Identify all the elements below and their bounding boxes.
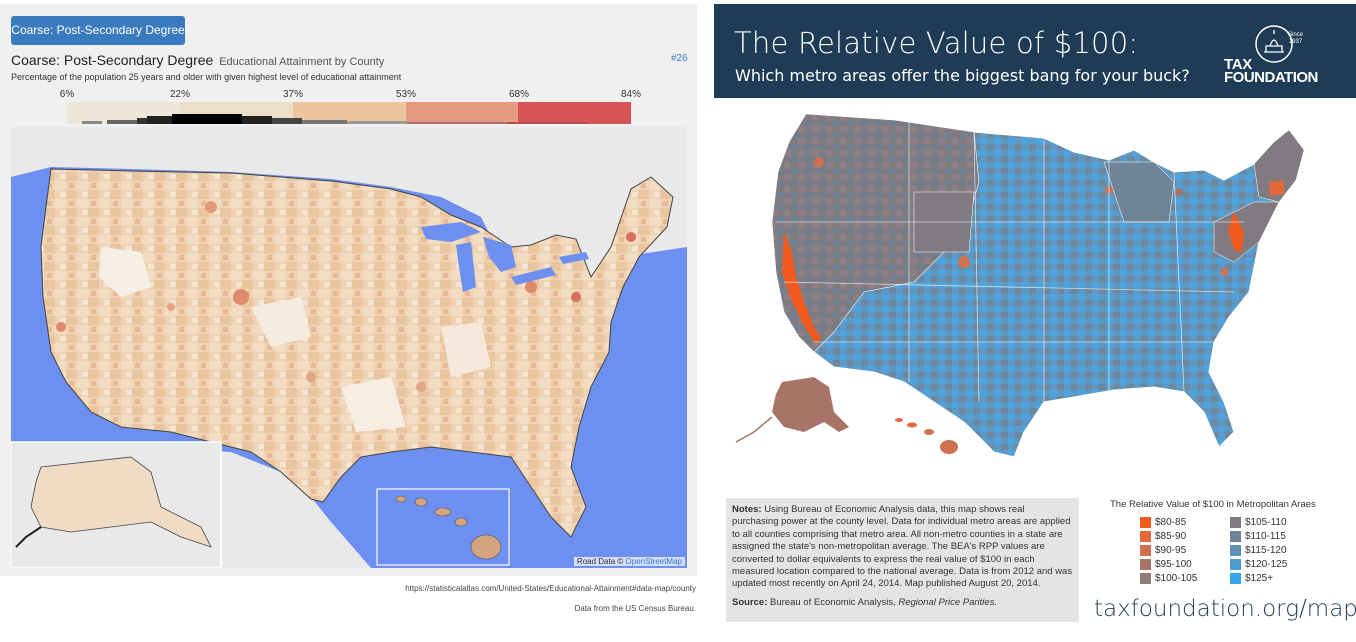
infographic-header: The Relative Value of $100: Which metro … — [714, 4, 1356, 98]
source-italic: Regional Price Parities. — [898, 596, 998, 608]
scale-tick-labels: 6% 22% 37% 53% 68% 84% — [0, 89, 697, 101]
legend-item: $95-100 — [1140, 559, 1192, 571]
source-note: Data from the US Census Bureau. — [574, 604, 696, 613]
legend-label: $110-115 — [1245, 531, 1286, 543]
legend-label: $95-100 — [1155, 559, 1192, 571]
scale-tick: 37% — [282, 89, 304, 100]
legend-label: $125+ — [1245, 573, 1274, 585]
legend-swatch — [1230, 573, 1241, 584]
legend-label: $100-105 — [1155, 573, 1198, 585]
logo-text-foundation: FOUNDATION — [1224, 69, 1318, 86]
legend-swatch — [1140, 559, 1151, 570]
infographic-subtitle: Which metro areas offer the biggest bang… — [735, 66, 1190, 85]
scale-tick: 6% — [59, 89, 75, 100]
legend-swatch — [1140, 517, 1151, 528]
legend-swatch — [1140, 531, 1151, 542]
since-year: 1937 — [1288, 39, 1303, 45]
openstreetmap-link[interactable]: OpenStreetMap — [625, 557, 682, 566]
scale-tick: 68% — [508, 89, 530, 100]
legend-swatch — [1230, 545, 1241, 556]
legend-item: $90-95 — [1140, 545, 1186, 557]
source-text: Bureau of Economic Analysis, — [770, 596, 899, 608]
legend-label: $120-125 — [1245, 559, 1288, 571]
notes-text: Using Bureau of Economic Analysis data, … — [732, 504, 1073, 590]
legend-swatch — [1140, 573, 1151, 584]
tax-foundation-url[interactable]: taxfoundation.org/maps — [1094, 596, 1356, 622]
coarse-dropdown-button[interactable]: Coarse: Post-Secondary Degree — [11, 16, 185, 62]
legend-label: $90-95 — [1155, 545, 1187, 557]
legend-swatch — [1230, 531, 1241, 542]
notes-paragraph: Notes: Using Bureau of Economic Analysis… — [732, 504, 1073, 591]
source-label: Source: — [732, 596, 768, 608]
map-title-subtitle: Educational Attainment by County — [219, 56, 385, 68]
distribution-histogram — [82, 114, 587, 124]
legend-item: $120-125 — [1230, 559, 1287, 571]
since-label: Since — [1288, 32, 1304, 38]
relative-value-map[interactable] — [714, 102, 1356, 490]
attribution-prefix: Road Data © — [576, 557, 626, 566]
legend-item: $105-110 — [1230, 517, 1287, 529]
legend-label: $85-90 — [1155, 531, 1187, 543]
capitol-dome-icon — [1255, 25, 1293, 63]
legend-item: $80-85 — [1140, 517, 1186, 529]
notes-box: Notes: Using Bureau of Economic Analysis… — [726, 498, 1079, 622]
scale-tick: 22% — [169, 89, 191, 100]
legend-item: $85-90 — [1140, 531, 1186, 543]
scale-tick: 53% — [395, 89, 417, 100]
scale-segment — [518, 102, 631, 124]
scale-tick: 84% — [620, 89, 642, 100]
source-line: Source: Bureau of Economic Analysis, Reg… — [732, 597, 1073, 609]
scale-segment — [406, 102, 518, 124]
map-description: Percentage of the population 25 years an… — [11, 72, 402, 82]
caret-down-icon — [96, 57, 104, 62]
legend-label: $80-85 — [1155, 517, 1187, 529]
value-map-svg — [735, 113, 1305, 458]
county-map-svg — [11, 127, 687, 568]
legend-label: $105-110 — [1245, 517, 1287, 529]
legend-swatch — [1230, 559, 1241, 570]
legend-swatch — [1230, 517, 1241, 528]
legend: $80-85 $85-90 $90-95 $95-100 $100-105 $1… — [1140, 517, 1340, 587]
legend-item: $100-105 — [1140, 573, 1197, 585]
notes-label: Notes: — [732, 504, 762, 515]
map-title-main: Coarse: Post-Secondary Degree — [11, 52, 214, 68]
scale-segment — [293, 102, 406, 124]
source-url: https://statisticalatlas.com/United-Stat… — [405, 584, 696, 593]
infographic-title: The Relative Value of $100: — [734, 26, 1139, 60]
map-number-link[interactable]: #26 — [671, 53, 688, 64]
legend-swatch — [1140, 545, 1151, 556]
dropdown-label: Coarse: Post-Secondary Degree — [11, 23, 185, 37]
educational-attainment-map[interactable]: Road Data © OpenStreetMap — [11, 127, 687, 568]
legend-item: $125+ — [1230, 573, 1273, 585]
tax-foundation-panel: The Relative Value of $100: Which metro … — [714, 4, 1356, 642]
logo-text-tax: TAX — [1224, 56, 1252, 73]
statistical-atlas-panel: Coarse: Post-Secondary Degree Coarse: Po… — [0, 4, 697, 613]
map-attribution: Road Data © OpenStreetMap — [573, 557, 685, 566]
since-badge: Since 1937 — [1288, 32, 1303, 46]
map-title: Coarse: Post-Secondary Degree Educationa… — [11, 52, 384, 68]
legend-item: $110-115 — [1230, 531, 1286, 543]
legend-title: The Relative Value of $100 in Metropolit… — [1110, 499, 1316, 510]
legend-item: $115-120 — [1230, 545, 1287, 557]
legend-label: $115-120 — [1245, 545, 1287, 557]
